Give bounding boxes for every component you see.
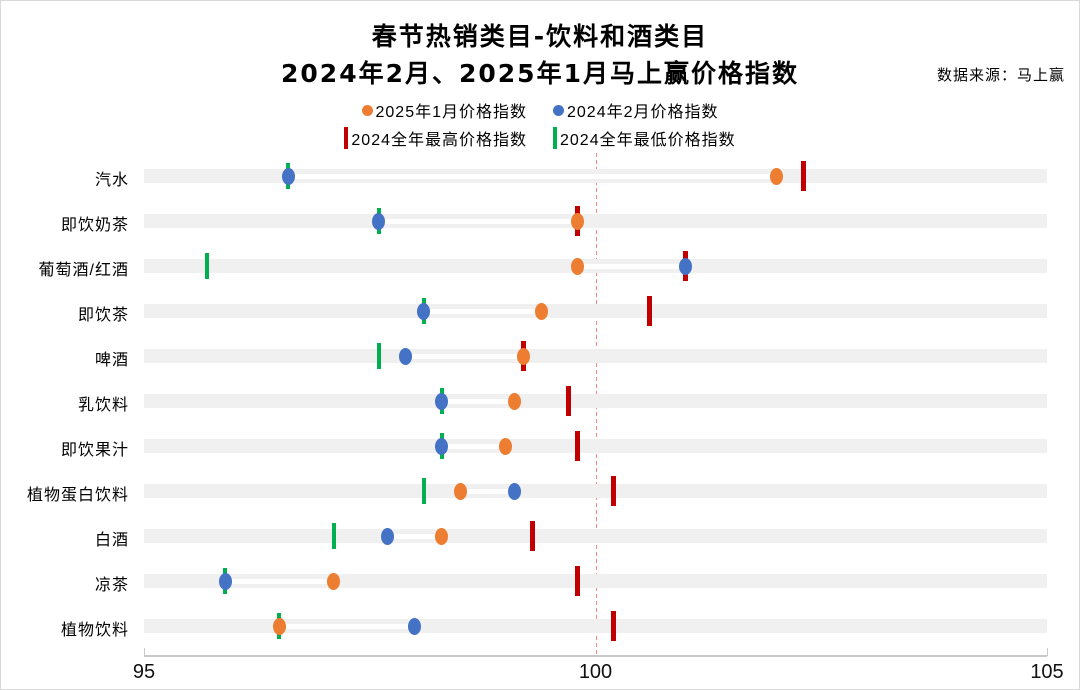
legend-item-1: 2024年2月价格指数 — [553, 98, 719, 122]
chart-title-line1: 春节热销类目-饮料和酒类目 — [371, 22, 709, 51]
feb2024-dot — [218, 572, 232, 590]
row-band — [144, 619, 1047, 633]
max-tick — [647, 296, 653, 326]
legend-row-bars: 2024全年最高价格指数 2024全年最低价格指数 — [344, 126, 735, 150]
data-source-note: 数据来源：马上赢 — [936, 67, 1065, 84]
row-connector — [288, 173, 777, 179]
row-band — [144, 529, 1047, 543]
legend-label: 2024年2月价格指数 — [567, 104, 719, 121]
row-band — [144, 349, 1047, 363]
category-label: 植物蛋白饮料 — [26, 487, 129, 504]
plot-area — [144, 153, 1047, 656]
min-tick — [205, 253, 210, 279]
feb2024-dot — [417, 302, 431, 320]
max-tick — [611, 476, 617, 506]
row-band — [144, 304, 1047, 318]
row-band — [144, 574, 1047, 588]
max-tick — [574, 431, 580, 461]
feb2024-dot — [281, 167, 295, 185]
row-connector — [387, 533, 442, 539]
legend-dot-icon-0 — [361, 104, 373, 116]
jan2025-dot — [570, 257, 584, 275]
chart-legend: 2025年1月价格指数 2024年2月价格指数 2024全年最高价格指数 2024全… — [1, 98, 1079, 150]
row-connector — [441, 443, 506, 449]
axis-endcap — [1047, 648, 1048, 656]
category-label: 葡萄酒/红酒 — [38, 262, 129, 279]
legend-label: 2025年1月价格指数 — [375, 104, 527, 121]
category-label: 即饮果汁 — [60, 442, 129, 459]
legend-bar-icon-2 — [344, 127, 349, 149]
y-axis-category-labels: 汽水即饮奶茶葡萄酒/红酒即饮茶啤酒乳饮料即饮果汁植物蛋白饮料白酒凉茶植物饮料 — [1, 156, 131, 648]
jan2025-dot — [769, 167, 783, 185]
max-tick — [529, 521, 535, 551]
jan2025-dot — [435, 527, 449, 545]
feb2024-dot — [381, 527, 395, 545]
legend-bar-icon-3 — [553, 127, 557, 149]
category-label: 植物饮料 — [60, 622, 129, 639]
category-label: 凉茶 — [94, 577, 129, 594]
row-connector — [405, 353, 524, 359]
x-tick-label: 100 — [578, 661, 613, 683]
legend-label: 2024全年最低价格指数 — [560, 132, 736, 149]
feb2024-dot — [679, 257, 693, 275]
row-connector — [441, 398, 515, 404]
x-axis-line — [144, 655, 1047, 657]
feb2024-dot — [435, 392, 449, 410]
axis-endcap — [144, 648, 145, 656]
feb2024-dot — [399, 347, 413, 365]
category-label: 啤酒 — [94, 352, 129, 369]
row-connector — [577, 263, 686, 269]
jan2025-dot — [507, 392, 521, 410]
row-band — [144, 484, 1047, 498]
row-band — [144, 394, 1047, 408]
feb2024-dot — [372, 212, 386, 230]
legend-item-3: 2024全年最低价格指数 — [553, 126, 736, 150]
jan2025-dot — [327, 572, 341, 590]
row-band — [144, 214, 1047, 228]
jan2025-dot — [534, 302, 548, 320]
row-connector — [225, 578, 334, 584]
row-band — [144, 439, 1047, 453]
category-label: 即饮茶 — [77, 307, 129, 324]
row-connector — [423, 308, 542, 314]
jan2025-dot — [516, 347, 530, 365]
min-tick — [331, 523, 336, 549]
max-tick — [565, 386, 571, 416]
jan2025-dot — [453, 482, 467, 500]
min-tick — [376, 343, 381, 369]
legend-row-dots: 2025年1月价格指数 2024年2月价格指数 — [361, 98, 719, 122]
jan2025-dot — [498, 437, 512, 455]
max-tick — [574, 566, 580, 596]
category-label: 乳饮料 — [77, 397, 129, 414]
row-connector — [378, 218, 578, 224]
category-label: 白酒 — [94, 532, 129, 549]
feb2024-dot — [408, 617, 422, 635]
category-label: 汽水 — [94, 172, 129, 189]
legend-label: 2024全年最高价格指数 — [351, 132, 527, 149]
legend-item-2: 2024全年最高价格指数 — [344, 126, 527, 150]
category-label: 即饮奶茶 — [60, 217, 129, 234]
row-connector — [460, 488, 515, 494]
x-tick-label: 95 — [132, 661, 156, 683]
x-tick-label: 105 — [1030, 661, 1064, 683]
feb2024-dot — [507, 482, 521, 500]
chart-title-line2: 2024年2月、2025年1月马上赢价格指数 — [281, 59, 799, 88]
feb2024-dot — [435, 437, 449, 455]
legend-item-0: 2025年1月价格指数 — [361, 98, 528, 122]
jan2025-dot — [570, 212, 584, 230]
jan2025-dot — [272, 617, 286, 635]
max-tick — [800, 161, 806, 191]
legend-dot-icon-1 — [553, 104, 564, 116]
row-connector — [279, 623, 415, 629]
min-tick — [421, 478, 426, 504]
max-tick — [611, 611, 617, 641]
